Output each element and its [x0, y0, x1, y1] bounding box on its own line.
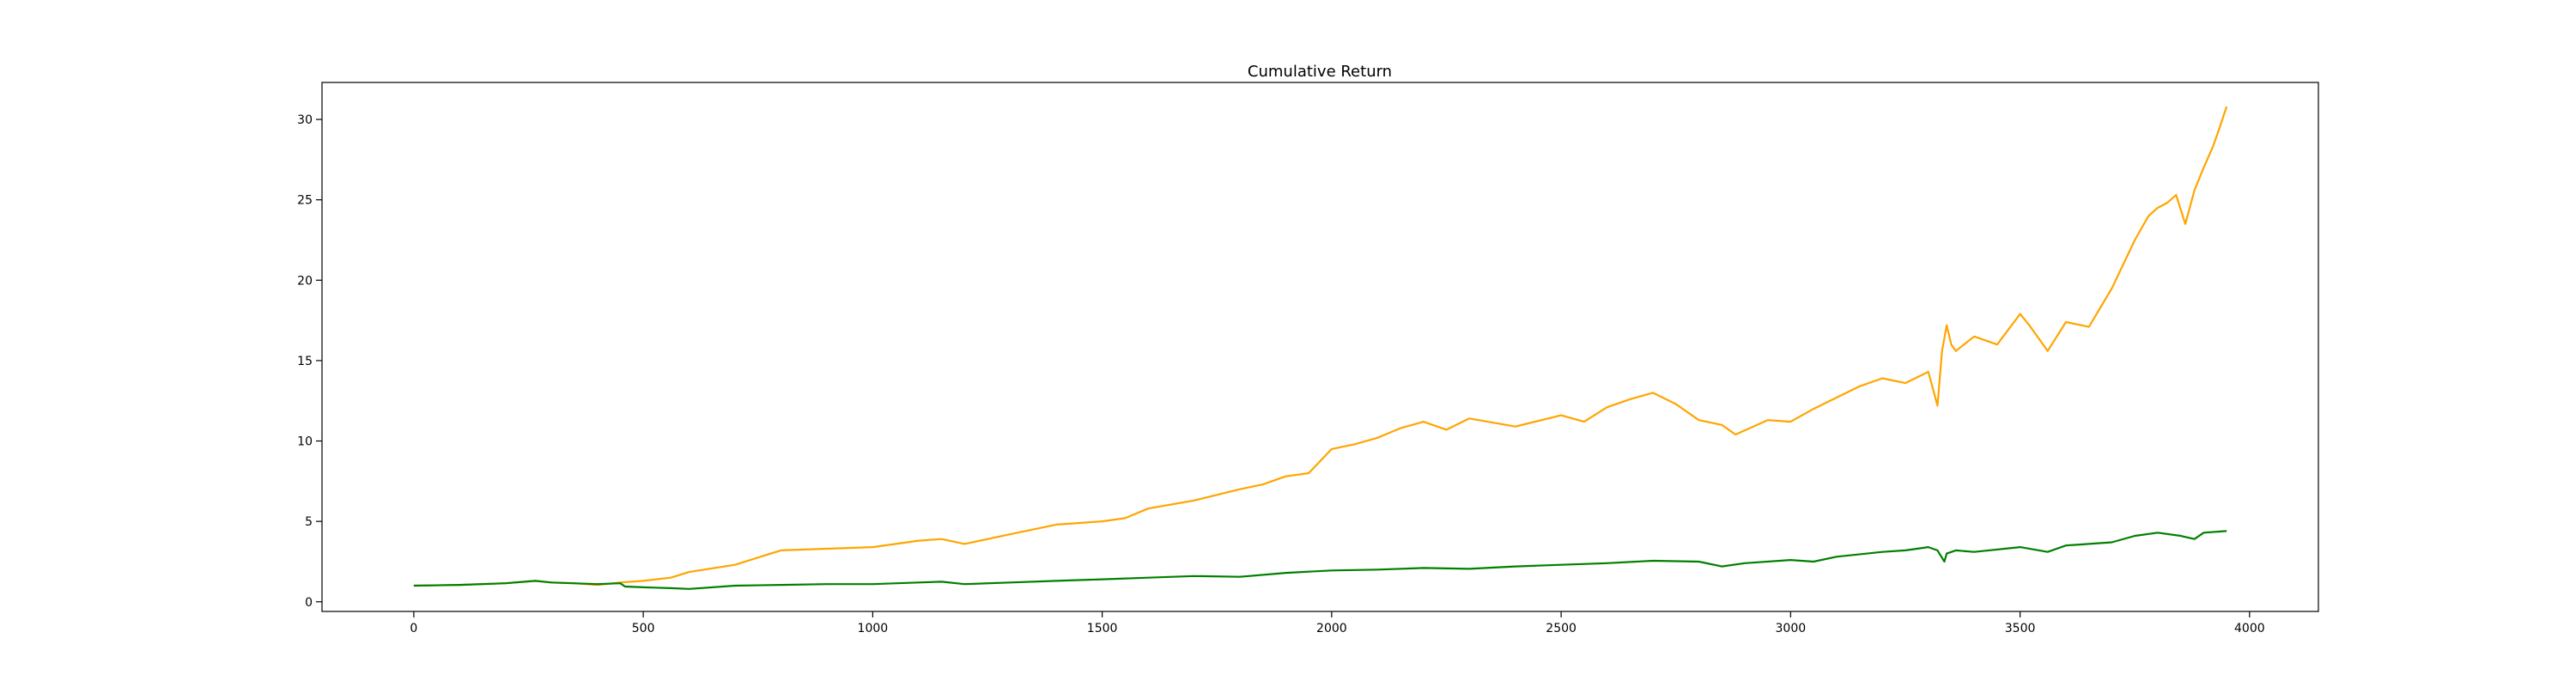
y-tick-label: 25 — [297, 194, 313, 208]
x-tick-label: 3000 — [1776, 622, 1807, 635]
y-tick-label: 10 — [297, 435, 313, 449]
x-tick-label: 0 — [410, 622, 417, 635]
y-tick-label: 20 — [297, 274, 313, 288]
x-tick-label: 2500 — [1546, 622, 1577, 635]
series-layer — [413, 106, 2228, 590]
series-line-1 — [413, 106, 2228, 587]
y-tick-label: 15 — [297, 355, 313, 368]
x-tick-label: 1000 — [858, 622, 889, 635]
y-tick-label: 0 — [305, 596, 313, 610]
plot-frame — [321, 82, 2319, 612]
x-tick-label: 3500 — [2005, 622, 2036, 635]
y-tick-label: 5 — [305, 515, 313, 529]
chart-title: Cumulative Return — [1248, 63, 1392, 81]
x-axis: 0 500 1000 1500 2000 2500 3000 3500 4000 — [410, 611, 2265, 635]
x-tick-label: 4000 — [2234, 622, 2265, 635]
x-tick-label: 2000 — [1316, 622, 1347, 635]
x-tick-label: 1500 — [1087, 622, 1118, 635]
series-line-2 — [413, 530, 2227, 590]
x-tick-label: 500 — [632, 622, 655, 635]
y-tick-label: 30 — [297, 113, 313, 127]
y-axis: 0 5 10 15 20 25 30 — [297, 113, 322, 610]
